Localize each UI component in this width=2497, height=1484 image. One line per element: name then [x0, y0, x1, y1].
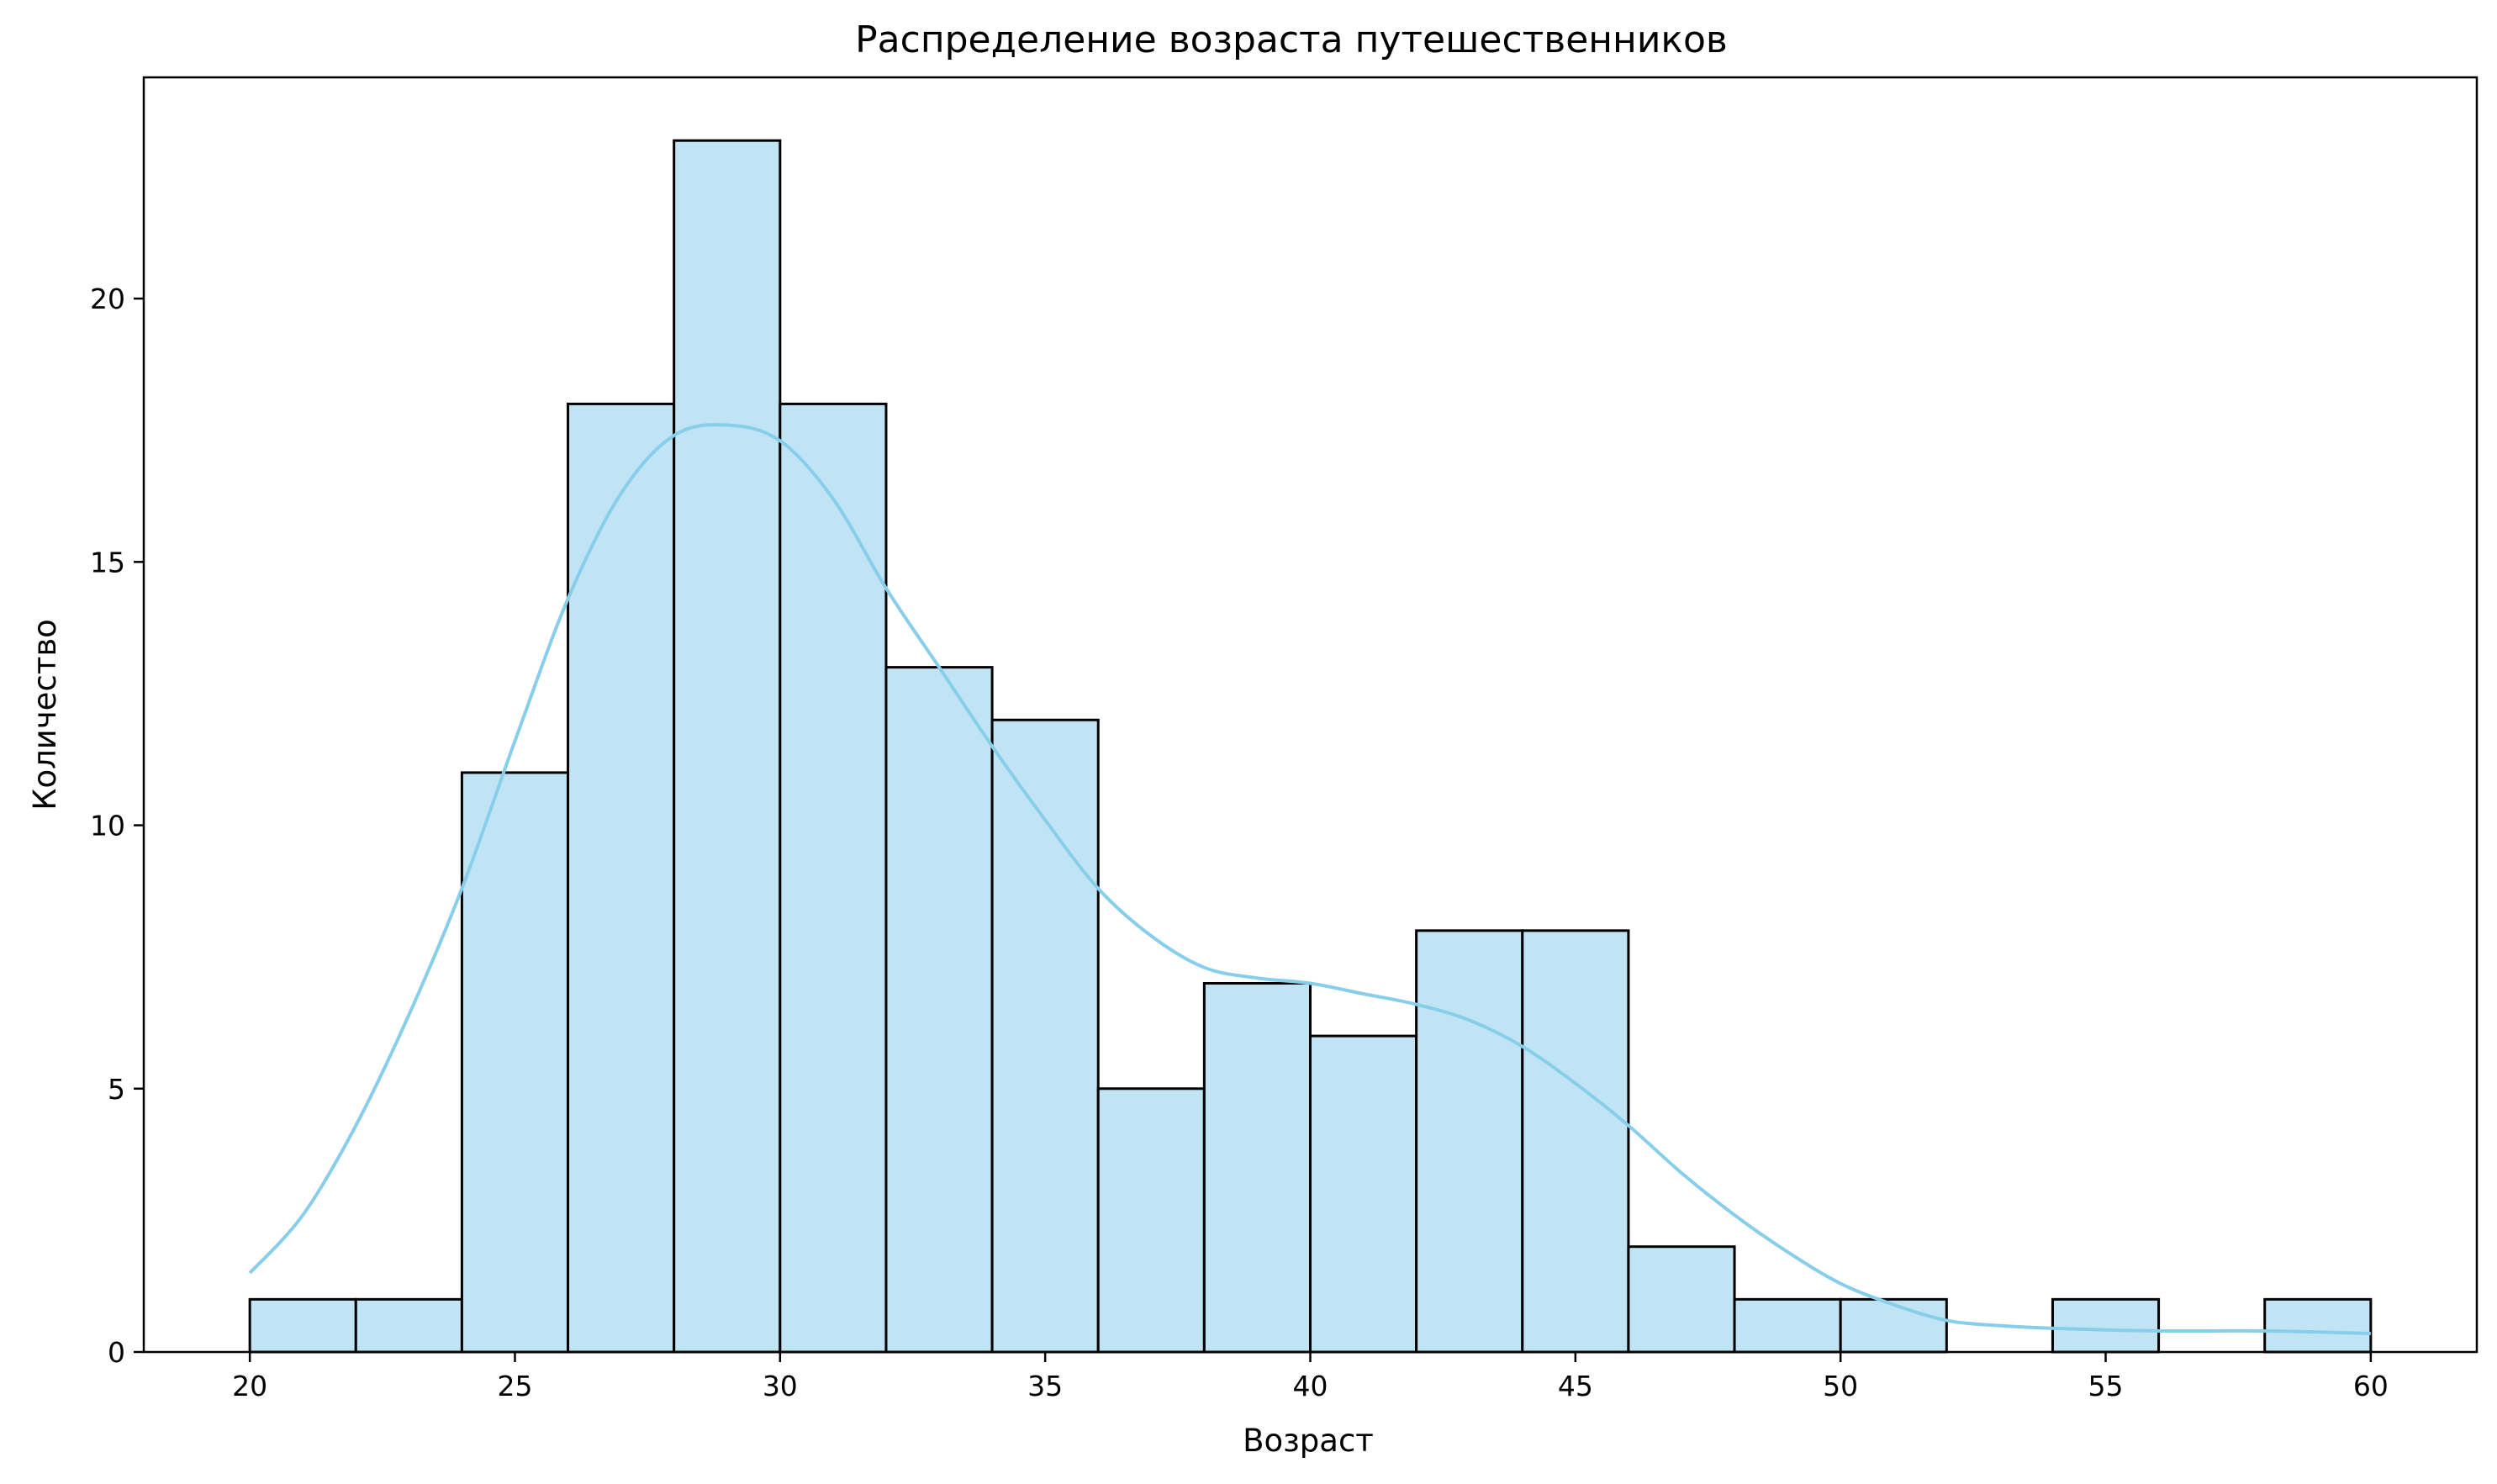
x-tick-label: 35: [1027, 1370, 1063, 1402]
histogram-bar: [2051, 1297, 2161, 1354]
histogram-bar: [1309, 1034, 1418, 1354]
y-tick-label: 15: [90, 546, 125, 578]
y-axis-ticks: 0 5 10 15 20: [90, 283, 144, 1369]
kde-line: [248, 423, 2371, 1336]
chart-title: Распределение возраста путешественников: [855, 18, 1728, 61]
histogram-bar: [884, 666, 994, 1354]
histogram-bar: [1627, 1245, 1736, 1354]
histogram-bars: [248, 139, 2373, 1354]
histogram-bar: [248, 1297, 357, 1354]
histogram-bar: [673, 139, 782, 1354]
histogram-bar: [1839, 1297, 1948, 1354]
x-tick-label: 60: [2353, 1370, 2389, 1402]
y-tick-label: 20: [90, 283, 125, 315]
histogram-bar: [1415, 929, 1524, 1354]
histogram-bar: [990, 718, 1100, 1354]
histogram-bar: [354, 1297, 463, 1354]
histogram-bar: [1202, 981, 1312, 1354]
histogram-bar: [1733, 1297, 1842, 1354]
x-tick-label: 45: [1558, 1370, 1593, 1402]
histogram-bar: [1521, 929, 1630, 1354]
kde-curve-group: [248, 423, 2371, 1336]
histogram-bar: [2263, 1297, 2373, 1354]
x-axis-ticks: 20 25 30 35 40 45 50 55 60: [232, 1352, 2389, 1402]
x-tick-label: 30: [763, 1370, 798, 1402]
x-tick-label: 20: [232, 1370, 267, 1402]
x-tick-label: 55: [2088, 1370, 2124, 1402]
y-tick-label: 0: [108, 1336, 125, 1369]
histogram-bar: [779, 402, 888, 1354]
histogram-bar: [567, 402, 676, 1354]
x-axis-label: Возраст: [1243, 1423, 1374, 1459]
x-tick-label: 40: [1293, 1370, 1328, 1402]
histogram-bar: [460, 771, 570, 1354]
x-tick-label: 25: [497, 1370, 532, 1402]
y-tick-label: 5: [108, 1073, 125, 1106]
histogram-bar: [1096, 1087, 1206, 1354]
y-axis-label: Количество: [27, 619, 63, 811]
x-tick-label: 50: [1823, 1370, 1858, 1402]
y-tick-label: 10: [90, 810, 125, 842]
